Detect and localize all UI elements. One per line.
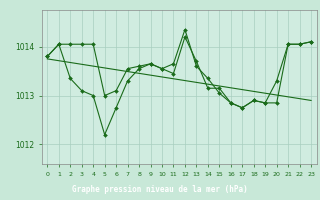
Text: Graphe pression niveau de la mer (hPa): Graphe pression niveau de la mer (hPa)	[72, 185, 248, 194]
